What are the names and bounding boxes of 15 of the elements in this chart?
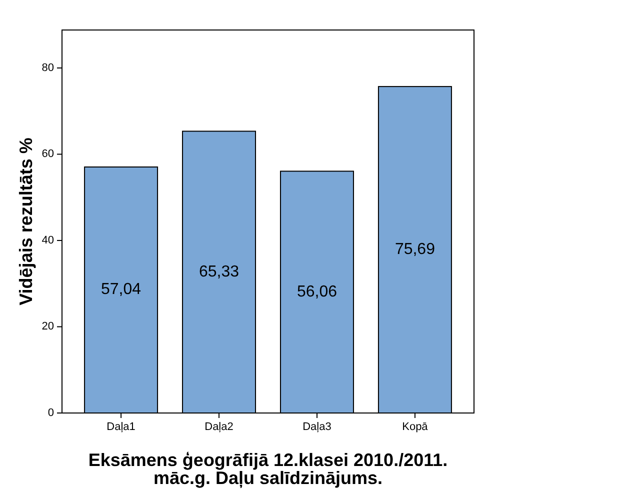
text: Eksāmens ģeogrāfijā 12.klasei 2010./2011. māc.g. Daļu salīdzinājums. <box>88 450 448 488</box>
y-tick-label: 0 <box>48 406 54 419</box>
x-tick-label: Kopā <box>402 421 429 433</box>
y-tick-label: 60 <box>42 148 54 160</box>
data-label: 57,04 <box>101 281 142 298</box>
x-tick-label: Daļa1 <box>106 421 136 433</box>
y-tick-label: 40 <box>42 234 54 246</box>
data-label: 56,06 <box>296 283 338 300</box>
y-axis-title: Vidējais rezultāts % <box>16 138 36 306</box>
y-tick-label: 20 <box>42 320 54 333</box>
y-tick-label: 80 <box>42 62 54 74</box>
x-tick-label: Daļa3 <box>302 421 332 433</box>
x-tick-label: Daļa2 <box>204 421 234 433</box>
data-label: 75,69 <box>394 240 436 258</box>
data-label: 65,33 <box>198 263 240 280</box>
